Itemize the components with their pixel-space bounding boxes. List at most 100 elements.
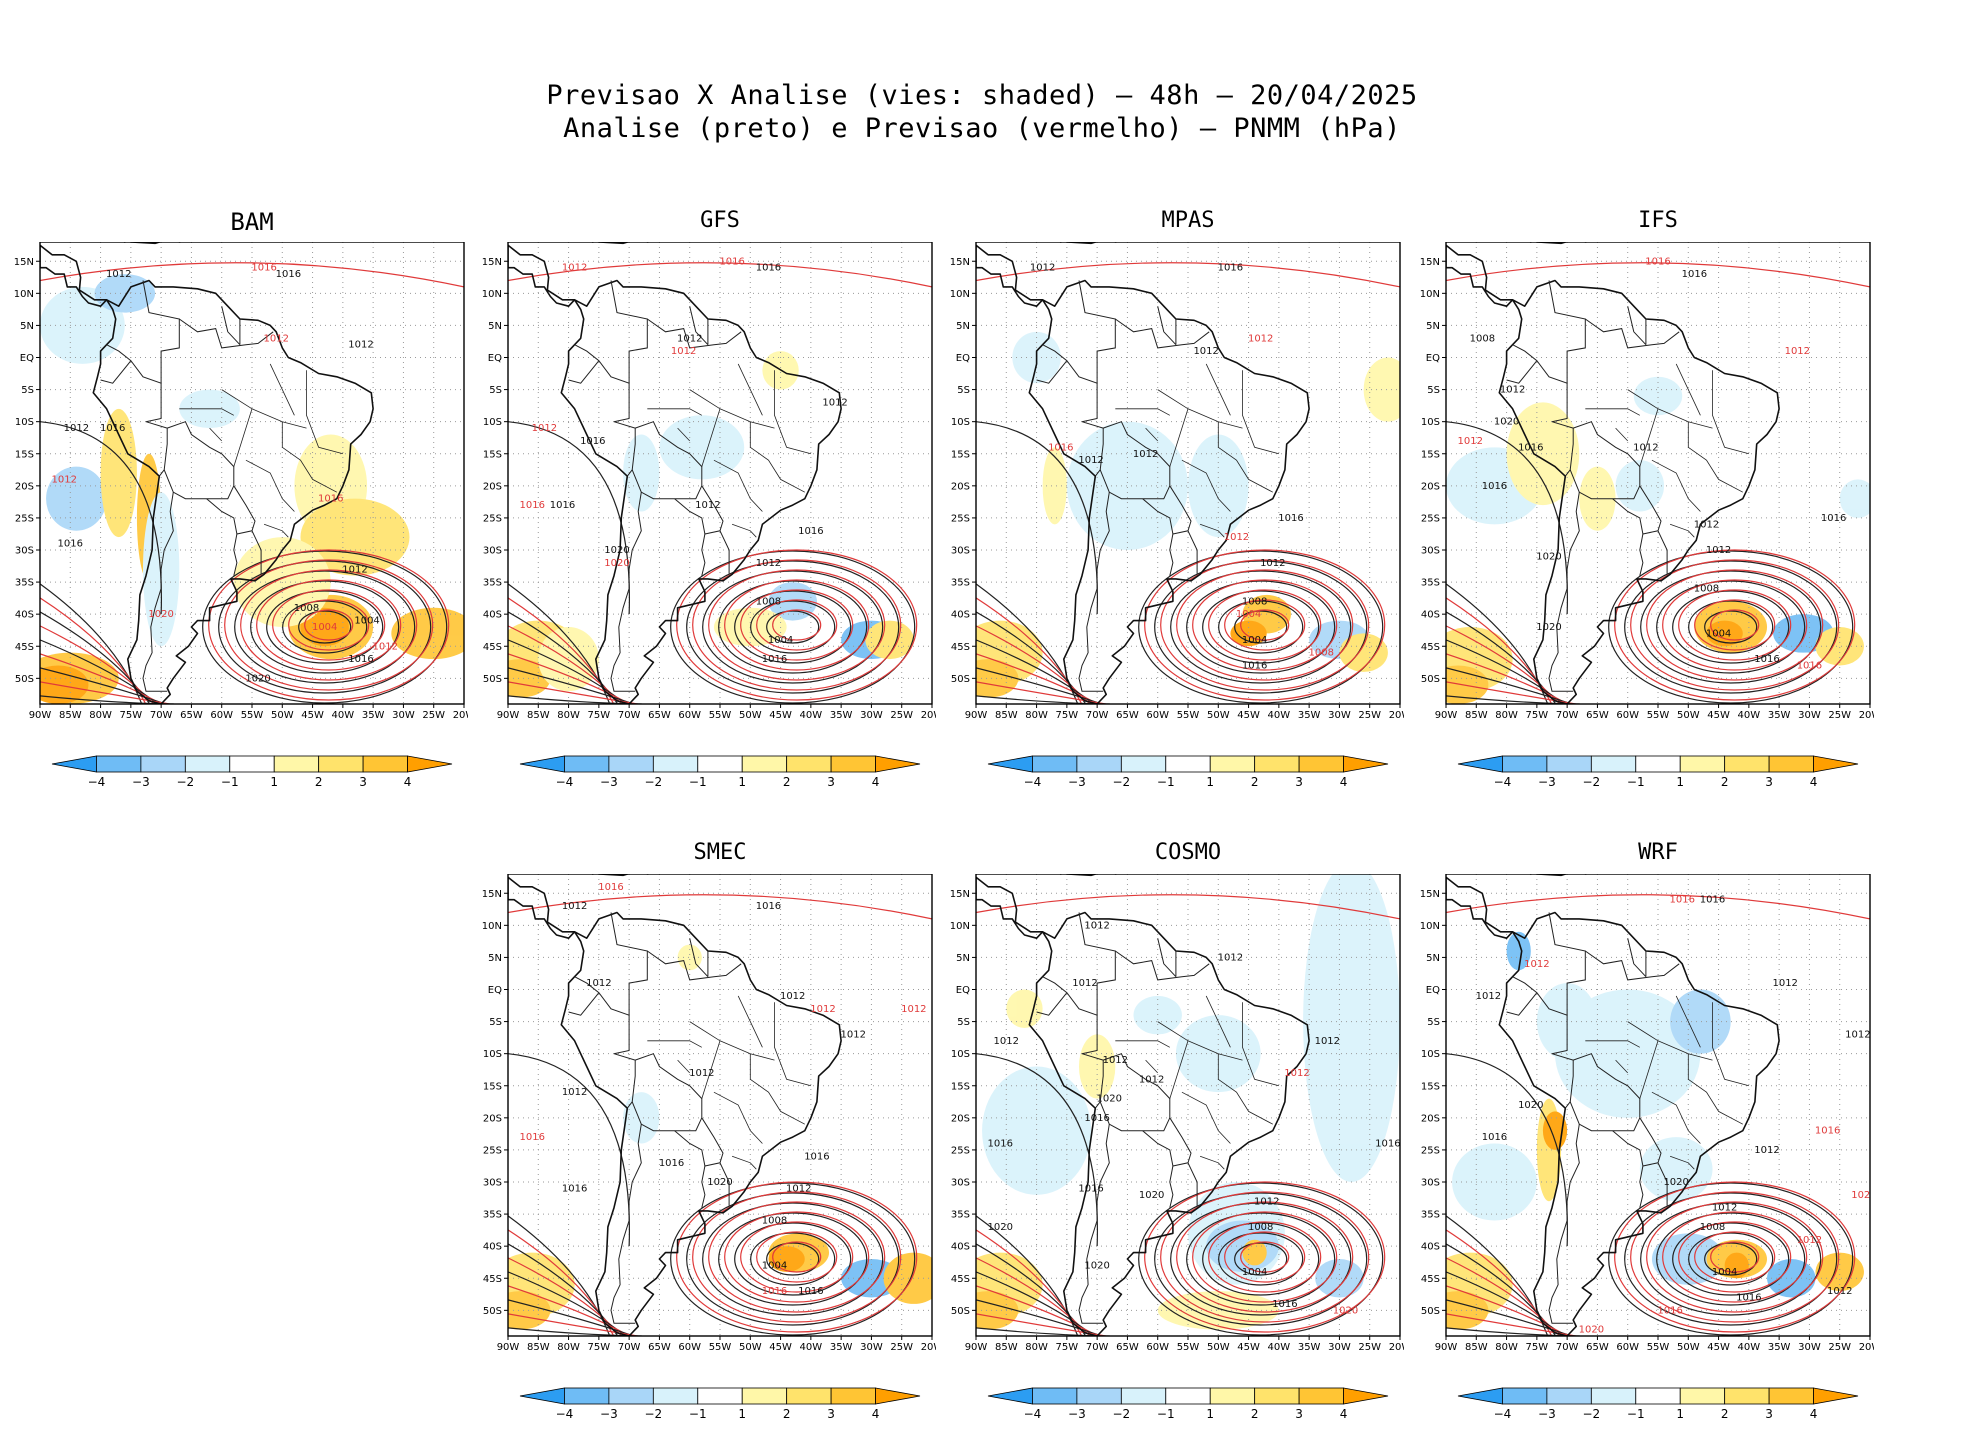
border-line xyxy=(1585,318,1680,349)
colorbar-label: −1 xyxy=(1157,775,1175,789)
colorbar-wrf: −4 −3 −2 −1 1 2 3 4 xyxy=(1457,1387,1859,1421)
border-line xyxy=(719,1162,730,1206)
lat-tick-label: EQ xyxy=(1426,353,1440,364)
contour-label: 1012 xyxy=(1458,436,1483,447)
lat-tick-label: 20S xyxy=(483,1113,502,1124)
colorbar-segment xyxy=(652,1387,699,1405)
isobar-forecast xyxy=(724,579,870,671)
colorbar-segment xyxy=(51,755,97,773)
colorbar-label: 4 xyxy=(872,1407,880,1421)
isobar-forecast xyxy=(692,559,902,691)
isobar-analysis xyxy=(1640,1202,1822,1316)
state-line xyxy=(1585,408,1640,416)
state-line xyxy=(701,1040,721,1099)
border-line xyxy=(689,938,709,978)
lon-tick-label: 90W xyxy=(965,1342,988,1353)
lat-tick-label: 35S xyxy=(1421,1210,1440,1221)
colorbar-segment xyxy=(1298,755,1344,773)
isobar-pacific xyxy=(976,1285,1099,1336)
isobar-forecast xyxy=(1678,1221,1792,1293)
lat-tick-label: 10N xyxy=(1420,289,1440,300)
colorbar-label: −4 xyxy=(1494,1407,1512,1421)
border-line xyxy=(610,492,642,692)
state-line xyxy=(774,370,812,455)
isobar-forecast xyxy=(1224,599,1306,651)
south-america-coast xyxy=(560,911,842,1336)
isobar-forecast xyxy=(272,589,386,661)
border-line xyxy=(1099,1053,1171,1132)
contour-label: 1016 xyxy=(1797,661,1822,672)
lon-tick-label: 45W xyxy=(1237,1342,1260,1353)
lat-tick-label: 35S xyxy=(951,578,970,589)
lon-tick-label: 25W xyxy=(1828,1342,1851,1353)
state-line xyxy=(221,389,307,429)
border-line xyxy=(1612,485,1662,535)
isobar-pacific xyxy=(508,1299,634,1336)
lon-tick-label: 90W xyxy=(497,1342,520,1353)
lat-tick-label: 15N xyxy=(1420,889,1440,900)
isobar-forecast xyxy=(756,1231,838,1283)
contour-label: 1016 xyxy=(762,1286,787,1297)
contour-label: 1016 xyxy=(276,269,301,280)
contour-label: 1012 xyxy=(348,340,373,351)
border-line xyxy=(674,485,724,535)
country-borders xyxy=(1036,280,1280,692)
lon-tick-label: 85W xyxy=(995,710,1018,721)
state-line xyxy=(1675,363,1701,416)
lon-tick-label: 35W xyxy=(1768,710,1791,721)
lat-tick-label: 15N xyxy=(950,257,970,268)
border-line xyxy=(106,280,180,384)
lat-tick-label: 5S xyxy=(489,1017,502,1028)
contour-label: 1020 xyxy=(1084,1260,1109,1271)
lon-tick-label: 45W xyxy=(1237,710,1260,721)
lat-tick-label: 25S xyxy=(1421,1145,1440,1156)
isobar-forecast xyxy=(740,589,854,661)
contour-label: 1012 xyxy=(562,1087,587,1098)
state-line xyxy=(1157,389,1243,429)
border-line xyxy=(647,950,742,981)
contour-label: 1012 xyxy=(1284,1068,1309,1079)
contour-label: 1016 xyxy=(580,436,605,447)
lon-tick-label: 65W xyxy=(180,710,203,721)
border-line xyxy=(1639,533,1644,576)
isobar-forecast xyxy=(208,549,450,701)
state-line xyxy=(1627,389,1713,429)
lat-tick-label: 15N xyxy=(482,889,502,900)
colorbar-segment xyxy=(786,1387,832,1405)
lat-tick-label: 45S xyxy=(951,1274,970,1285)
lat-tick-label: 45S xyxy=(483,1274,502,1285)
lon-tick-label: 35W xyxy=(362,710,385,721)
colorbar-segment xyxy=(1724,1387,1770,1405)
state-line xyxy=(1615,1059,1628,1074)
contour-label: 1012 xyxy=(841,1029,866,1040)
isobar-pacific xyxy=(40,653,163,704)
bias-area xyxy=(623,434,660,512)
contour-label: 1012 xyxy=(1785,346,1810,357)
colorbar-segment xyxy=(875,1387,921,1405)
isobar-analysis xyxy=(1218,1232,1304,1286)
isobar-analysis xyxy=(1202,1222,1320,1296)
south-america-coast xyxy=(560,279,842,704)
colorbar-label: 2 xyxy=(1721,775,1729,789)
colorbar-label: −2 xyxy=(1582,1407,1600,1421)
state-line xyxy=(1217,1053,1273,1125)
border-line xyxy=(674,1117,724,1167)
lon-tick-label: 40W xyxy=(1738,710,1761,721)
border-line xyxy=(1042,912,1116,1016)
border-line xyxy=(719,530,730,574)
isobar-forecast xyxy=(692,1191,902,1323)
contour-label: 1012 xyxy=(1139,1074,1164,1085)
contour-label: 1016 xyxy=(719,256,744,267)
bias-area xyxy=(1078,1034,1116,1099)
colorbar-label: −3 xyxy=(1538,1407,1556,1421)
lat-tick-label: 15S xyxy=(483,449,502,460)
lon-tick-label: 25W xyxy=(422,710,445,721)
lon-tick-label: 65W xyxy=(1586,1342,1609,1353)
state-line xyxy=(1651,1091,1701,1144)
country-borders xyxy=(1506,912,1750,1324)
border-line xyxy=(163,421,235,500)
state-line xyxy=(647,408,702,416)
state-line xyxy=(1199,523,1225,538)
contour-label: 1008 xyxy=(1248,1222,1273,1233)
